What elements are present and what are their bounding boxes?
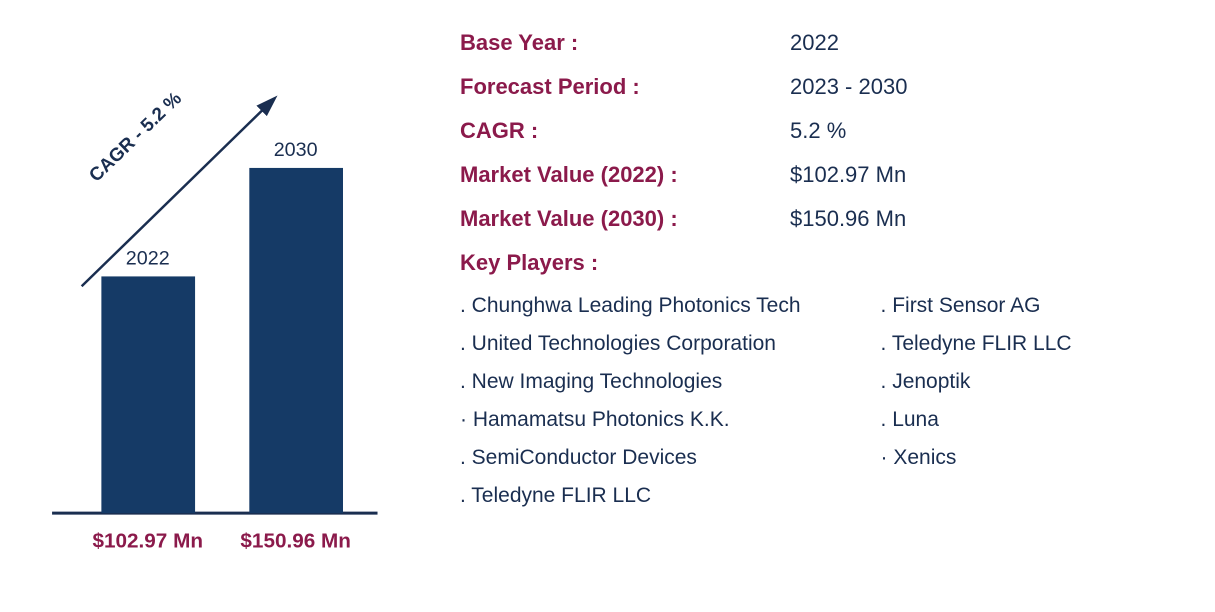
cagr-arrow xyxy=(82,99,274,286)
player-item: . Teledyne FLIR LLC xyxy=(460,484,801,508)
key-players-label: Key Players : xyxy=(460,250,1185,276)
cagr-arrow-label: CAGR - 5.2 % xyxy=(85,87,186,185)
bar-value-label-2030: $150.96 Mn xyxy=(240,530,350,553)
players-col-1: . Chunghwa Leading Photonics Tech . Unit… xyxy=(460,294,801,508)
player-item: · Xenics xyxy=(881,446,1072,470)
bar-year-label-2022: 2022 xyxy=(126,248,170,270)
player-item: . Luna xyxy=(881,408,1072,432)
info-label: Market Value (2022) : xyxy=(460,162,790,188)
info-value: 5.2 % xyxy=(790,118,846,144)
player-item: . Teledyne FLIR LLC xyxy=(881,332,1072,356)
bar-2022 xyxy=(101,276,195,513)
player-item: . New Imaging Technologies xyxy=(460,370,801,394)
info-value: 2023 - 2030 xyxy=(790,74,907,100)
info-label: Market Value (2030) : xyxy=(460,206,790,232)
info-row-mv-2030: Market Value (2030) : $150.96 Mn xyxy=(460,206,1185,232)
bar-chart-svg: 2022 2030 CAGR - 5.2 % $102.97 Mn $150.9… xyxy=(10,20,390,592)
player-item: . First Sensor AG xyxy=(881,294,1072,318)
info-label: Forecast Period : xyxy=(460,74,790,100)
player-item: . Jenoptik xyxy=(881,370,1072,394)
info-value: $102.97 Mn xyxy=(790,162,906,188)
chart-area: 2022 2030 CAGR - 5.2 % $102.97 Mn $150.9… xyxy=(10,20,390,592)
player-item: . United Technologies Corporation xyxy=(460,332,801,356)
player-item: . Chunghwa Leading Photonics Tech xyxy=(460,294,801,318)
bar-2030 xyxy=(249,168,343,513)
bar-year-label-2030: 2030 xyxy=(274,139,318,161)
players-col-2: . First Sensor AG . Teledyne FLIR LLC . … xyxy=(881,294,1072,508)
info-label: Base Year : xyxy=(460,30,790,56)
players-grid: . Chunghwa Leading Photonics Tech . Unit… xyxy=(460,294,1185,508)
info-value: $150.96 Mn xyxy=(790,206,906,232)
info-row-cagr: CAGR : 5.2 % xyxy=(460,118,1185,144)
player-item: · Hamamatsu Photonics K.K. xyxy=(460,408,801,432)
info-row-base-year: Base Year : 2022 xyxy=(460,30,1185,56)
info-value: 2022 xyxy=(790,30,839,56)
info-row-forecast: Forecast Period : 2023 - 2030 xyxy=(460,74,1185,100)
bar-value-label-2022: $102.97 Mn xyxy=(92,530,202,553)
info-row-mv-2022: Market Value (2022) : $102.97 Mn xyxy=(460,162,1185,188)
info-area: Base Year : 2022 Forecast Period : 2023 … xyxy=(390,20,1185,592)
player-item: . SemiConductor Devices xyxy=(460,446,801,470)
info-label: CAGR : xyxy=(460,118,790,144)
